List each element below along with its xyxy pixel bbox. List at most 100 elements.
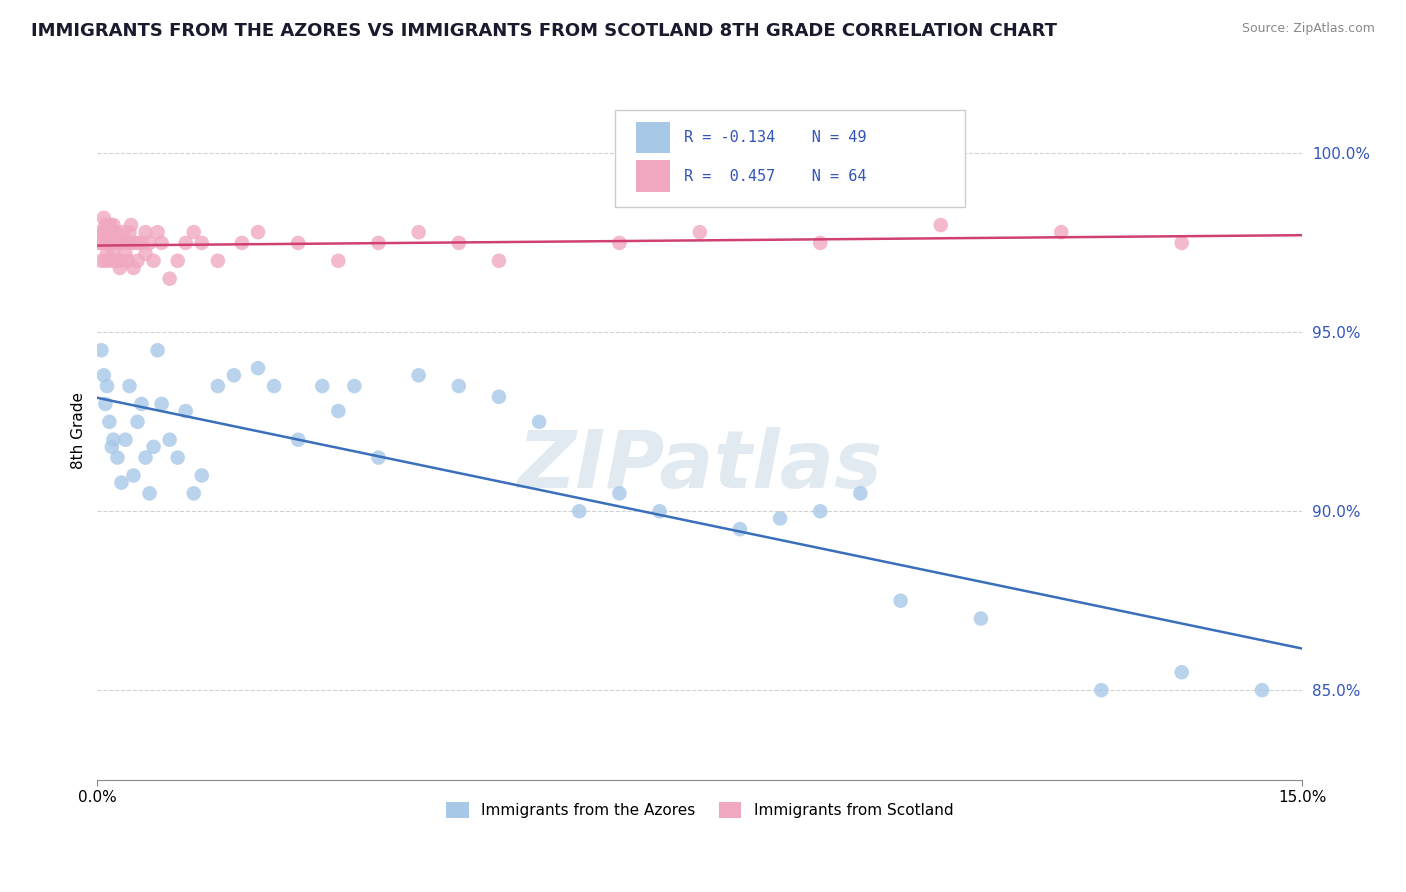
Point (94, 218, 117, 232)
Point (96, 235, 118, 250)
Point (246, 225, 269, 239)
Point (94, 397, 117, 411)
Point (138, 235, 160, 250)
Point (246, 361, 269, 376)
Point (1170, 665, 1192, 680)
Point (131, 397, 153, 411)
Point (263, 379, 285, 393)
Point (101, 225, 124, 239)
Text: ZIPatlas: ZIPatlas (517, 426, 883, 505)
Point (929, 218, 952, 232)
Point (231, 235, 253, 250)
Point (328, 404, 350, 418)
Point (110, 235, 132, 250)
Point (367, 450, 389, 465)
Point (110, 475, 132, 490)
Point (120, 218, 142, 232)
Point (970, 611, 993, 625)
Point (90, 225, 112, 239)
Point (1090, 683, 1112, 698)
Point (118, 379, 141, 393)
Point (648, 504, 671, 518)
Point (146, 343, 169, 358)
Point (135, 225, 157, 239)
Point (112, 225, 135, 239)
Point (87, 235, 110, 250)
Point (1170, 235, 1192, 250)
Point (142, 440, 165, 454)
Point (287, 433, 309, 447)
Point (122, 260, 145, 275)
Point (107, 450, 129, 465)
Y-axis label: 8th Grade: 8th Grade (72, 392, 86, 469)
Point (808, 235, 831, 250)
Text: Source: ZipAtlas.com: Source: ZipAtlas.com (1241, 22, 1375, 36)
Point (93, 368, 115, 383)
Text: IMMIGRANTS FROM THE AZORES VS IMMIGRANTS FROM SCOTLAND 8TH GRADE CORRELATION CHA: IMMIGRANTS FROM THE AZORES VS IMMIGRANTS… (31, 22, 1057, 40)
Point (122, 235, 145, 250)
Point (769, 511, 792, 525)
Point (91, 235, 114, 250)
Point (488, 390, 510, 404)
Point (103, 218, 125, 232)
Point (118, 225, 141, 239)
Point (104, 253, 127, 268)
Point (131, 235, 153, 250)
Point (890, 593, 912, 607)
Point (527, 415, 550, 429)
Point (849, 486, 872, 500)
Point (114, 235, 136, 250)
Point (1251, 683, 1274, 698)
Point (343, 379, 366, 393)
Point (367, 235, 389, 250)
Point (311, 379, 333, 393)
Point (447, 379, 470, 393)
Point (135, 450, 157, 465)
Point (127, 253, 149, 268)
Point (93, 211, 115, 225)
Point (122, 468, 145, 483)
Point (447, 235, 470, 250)
Point (728, 522, 751, 536)
Point (101, 440, 124, 454)
Point (174, 404, 197, 418)
Point (135, 246, 157, 260)
Point (408, 225, 430, 239)
Point (609, 235, 631, 250)
Point (191, 235, 214, 250)
Point (150, 397, 173, 411)
Point (609, 486, 631, 500)
Point (108, 260, 131, 275)
Point (166, 253, 188, 268)
Point (127, 415, 149, 429)
Point (191, 468, 214, 483)
Point (94, 253, 117, 268)
Point (110, 253, 132, 268)
Point (207, 253, 229, 268)
Point (105, 225, 128, 239)
Point (103, 433, 125, 447)
Point (98, 415, 121, 429)
Legend: Immigrants from the Azores, Immigrants from Scotland: Immigrants from the Azores, Immigrants f… (440, 796, 959, 824)
Point (183, 225, 205, 239)
Point (488, 253, 510, 268)
Point (150, 235, 173, 250)
Point (127, 235, 149, 250)
Point (101, 235, 124, 250)
Point (93, 225, 115, 239)
Point (142, 253, 165, 268)
Point (114, 433, 136, 447)
Point (97, 225, 120, 239)
Point (138, 486, 160, 500)
Text: R = -0.134    N = 49: R = -0.134 N = 49 (685, 130, 866, 145)
Point (207, 379, 229, 393)
Point (146, 225, 169, 239)
Point (222, 368, 245, 383)
Point (1050, 225, 1073, 239)
Point (103, 246, 125, 260)
Point (183, 486, 205, 500)
Point (159, 271, 181, 285)
Point (96, 246, 118, 260)
Point (287, 235, 309, 250)
Point (568, 504, 591, 518)
